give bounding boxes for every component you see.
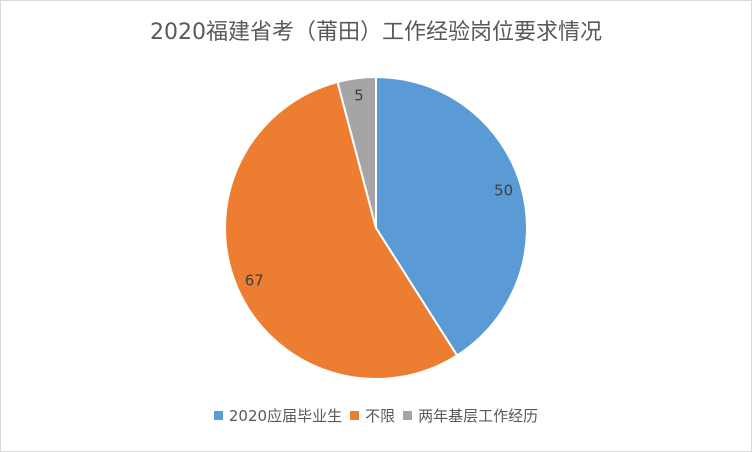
legend-item-0: 2020应届毕业生	[213, 405, 343, 426]
data-label-0: 50	[494, 181, 513, 199]
legend-label-1: 不限	[365, 407, 396, 425]
legend: 2020应届毕业生 不限 两年基层工作经历	[0, 405, 752, 426]
chart-title: 2020福建省考（莆田）工作经验岗位要求情况	[150, 20, 602, 45]
pie-slice-1	[224, 80, 459, 380]
legend-item-2: 两年基层工作经历	[403, 405, 538, 426]
legend-swatch-0	[213, 411, 223, 420]
pie-slice-2	[336, 75, 377, 229]
data-label-1: 67	[245, 272, 264, 290]
legend-label-0: 2020应届毕业生	[228, 407, 343, 425]
legend-swatch-1	[350, 411, 360, 420]
legend-swatch-2	[403, 411, 413, 420]
data-label-2: 5	[354, 87, 364, 105]
legend-item-1: 不限	[350, 405, 395, 426]
legend-label-2: 两年基层工作经历	[418, 407, 539, 425]
